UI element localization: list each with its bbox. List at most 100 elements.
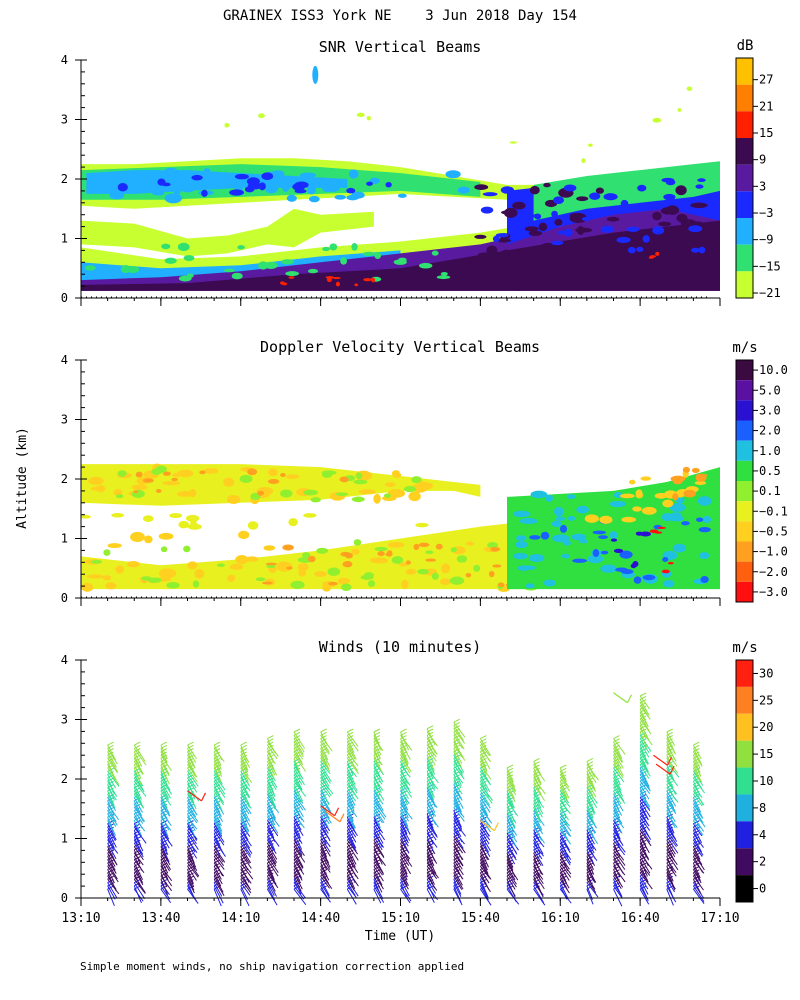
wind-barb — [320, 806, 332, 824]
heat-cell — [538, 222, 548, 232]
wind-barb — [240, 849, 250, 864]
wind-barb — [107, 869, 115, 884]
wind-barb — [160, 784, 170, 799]
heat-cell — [654, 492, 668, 499]
wind-barb — [506, 784, 515, 799]
colorbar-label: −3 — [759, 206, 773, 220]
heat-cell — [606, 216, 620, 222]
heat-cell — [266, 564, 276, 569]
wind-barb — [133, 780, 147, 797]
wind-barb — [240, 839, 252, 856]
wind-barbs — [107, 692, 706, 907]
heat-cell — [145, 173, 163, 180]
heat-cell — [440, 272, 448, 276]
heat-cell — [312, 65, 319, 84]
wind-barb — [293, 748, 303, 764]
wind-barb-flag — [533, 793, 540, 798]
heat-cell — [231, 272, 243, 280]
wind-barb — [506, 793, 514, 809]
wind-barb — [160, 800, 170, 817]
wind-barb — [639, 695, 651, 710]
wind-barb — [160, 790, 172, 806]
heat-cell — [696, 517, 704, 522]
wind-barb — [213, 810, 222, 827]
wind-barb — [613, 797, 620, 812]
heat-cell — [127, 266, 140, 274]
wind-barb — [692, 806, 704, 824]
heat-cell — [216, 563, 226, 567]
colorbar-label: 8 — [759, 801, 766, 815]
wind-barb — [293, 846, 306, 863]
heat-cell — [661, 569, 670, 574]
wind-barb — [533, 852, 542, 867]
wind-barb-flag — [533, 846, 540, 851]
wind-barb-flag — [639, 728, 647, 733]
wind-barb — [426, 865, 438, 880]
wind-barb — [320, 846, 330, 864]
wind-barb — [213, 829, 225, 846]
wind-barb — [400, 879, 410, 897]
heat-cell — [173, 186, 181, 195]
x-tick-label: 13:10 — [61, 911, 100, 926]
heat-cell — [584, 514, 599, 523]
heat-cell — [554, 218, 563, 226]
colorbar-swatch — [736, 481, 753, 502]
wind-barb — [293, 826, 301, 842]
wind-barb — [213, 790, 225, 806]
colorbar-unit: dB — [737, 38, 754, 54]
heat-cell — [400, 579, 409, 590]
heat-cell — [662, 557, 669, 563]
wind-barb-flag — [506, 764, 514, 769]
wind-barb — [506, 833, 519, 851]
wind-barb-flag — [267, 735, 274, 739]
wind-barb — [373, 842, 385, 859]
heat-cell — [627, 246, 636, 254]
heat-cell — [229, 189, 244, 196]
wind-barb — [586, 790, 598, 808]
wind-barb — [666, 882, 674, 898]
colorbar-swatch — [736, 581, 753, 602]
heat-cell — [286, 566, 293, 570]
heat-cell — [356, 472, 363, 480]
wind-barb — [107, 836, 115, 851]
wind-barb — [453, 810, 462, 828]
x-tick-label: 14:10 — [221, 911, 260, 926]
wind-barb — [692, 813, 701, 829]
wind-barb — [373, 829, 383, 848]
wind-barb — [107, 813, 117, 827]
heat-cell — [178, 275, 192, 282]
heat-cell — [630, 563, 637, 569]
wind-barb-flag — [160, 865, 168, 870]
wind-barb — [266, 748, 275, 763]
wind-barb — [426, 862, 439, 879]
wind-barb — [479, 774, 491, 793]
wind-barb — [400, 859, 408, 875]
wind-barb-flag — [134, 771, 141, 775]
heat-cell — [636, 246, 644, 252]
wind-barb — [373, 757, 383, 773]
wind-barb — [293, 859, 305, 875]
wind-barb — [373, 741, 382, 756]
wind-barb — [240, 852, 252, 869]
heat-cell — [351, 243, 358, 251]
wind-barb — [133, 852, 144, 866]
snr-panel: SNR Vertical Beams 0 1 2 3 4 dB 27 21 15 9 3 −3 −9 −… — [61, 38, 781, 306]
wind-barb-flag — [134, 839, 141, 844]
wind-barb-flag — [426, 875, 434, 880]
heat-cell — [667, 561, 674, 565]
heat-cell — [339, 476, 349, 483]
colorbar-unit: m/s — [732, 340, 757, 356]
wind-barb — [320, 843, 327, 858]
wind-barb — [373, 748, 382, 765]
wind-barb — [293, 865, 303, 881]
wind-barb — [639, 721, 650, 740]
snr-convective-rim — [533, 161, 720, 221]
wind-barb — [160, 862, 169, 880]
wind-barb — [400, 748, 407, 763]
heat-cell — [632, 506, 642, 512]
heat-cell — [329, 243, 338, 251]
heat-cell — [690, 202, 708, 209]
wind-barb — [400, 800, 409, 819]
wind-barb — [533, 767, 542, 784]
